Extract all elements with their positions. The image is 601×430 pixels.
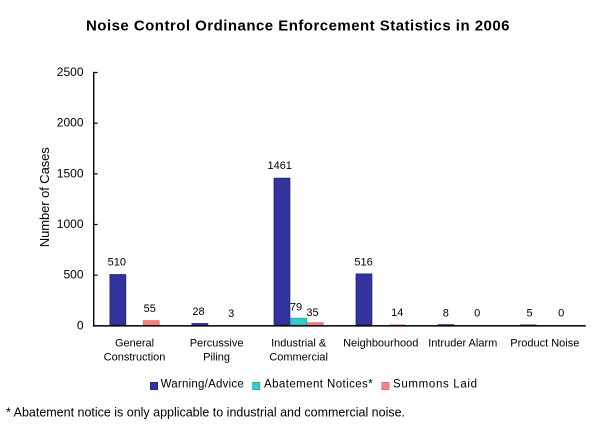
svg-text:2000: 2000 xyxy=(57,116,84,130)
svg-text:1000: 1000 xyxy=(57,217,84,231)
svg-text:500: 500 xyxy=(63,268,83,282)
svg-text:1500: 1500 xyxy=(57,166,84,180)
svg-text:Neighbourhood: Neighbourhood xyxy=(343,337,418,349)
svg-text:Warning/Advice: Warning/Advice xyxy=(161,379,244,391)
svg-text:2500: 2500 xyxy=(57,65,84,79)
svg-text:Commercial: Commercial xyxy=(269,352,328,364)
svg-text:Summons Laid: Summons Laid xyxy=(393,379,477,391)
svg-text:14: 14 xyxy=(391,307,403,319)
svg-text:0: 0 xyxy=(77,318,84,332)
svg-text:8: 8 xyxy=(443,307,449,319)
svg-text:Intruder Alarm: Intruder Alarm xyxy=(428,337,497,349)
svg-text:Product Noise: Product Noise xyxy=(510,337,579,349)
svg-text:5: 5 xyxy=(526,307,532,319)
svg-text:Abatement Notices*: Abatement Notices* xyxy=(264,379,373,391)
svg-text:Industrial &: Industrial & xyxy=(271,337,327,349)
svg-text:79: 79 xyxy=(290,302,302,314)
svg-text:* Abatement notice is only app: * Abatement notice is only applicable to… xyxy=(6,406,405,420)
svg-text:35: 35 xyxy=(306,307,318,319)
svg-text:Piling: Piling xyxy=(203,352,230,364)
svg-text:Noise Control Ordinance Enforc: Noise Control Ordinance Enforcement Stat… xyxy=(86,18,510,35)
svg-text:0: 0 xyxy=(474,307,480,319)
svg-text:Percussive: Percussive xyxy=(190,337,244,349)
svg-text:1461: 1461 xyxy=(267,160,291,172)
svg-text:55: 55 xyxy=(144,303,156,315)
svg-text:General: General xyxy=(115,337,154,349)
svg-text:510: 510 xyxy=(108,256,126,268)
svg-text:Number of Cases: Number of Cases xyxy=(37,147,52,248)
svg-text:3: 3 xyxy=(228,308,234,320)
svg-text:28: 28 xyxy=(192,306,204,318)
svg-text:Construction: Construction xyxy=(104,352,166,364)
svg-text:0: 0 xyxy=(558,307,564,319)
svg-text:516: 516 xyxy=(354,257,372,269)
